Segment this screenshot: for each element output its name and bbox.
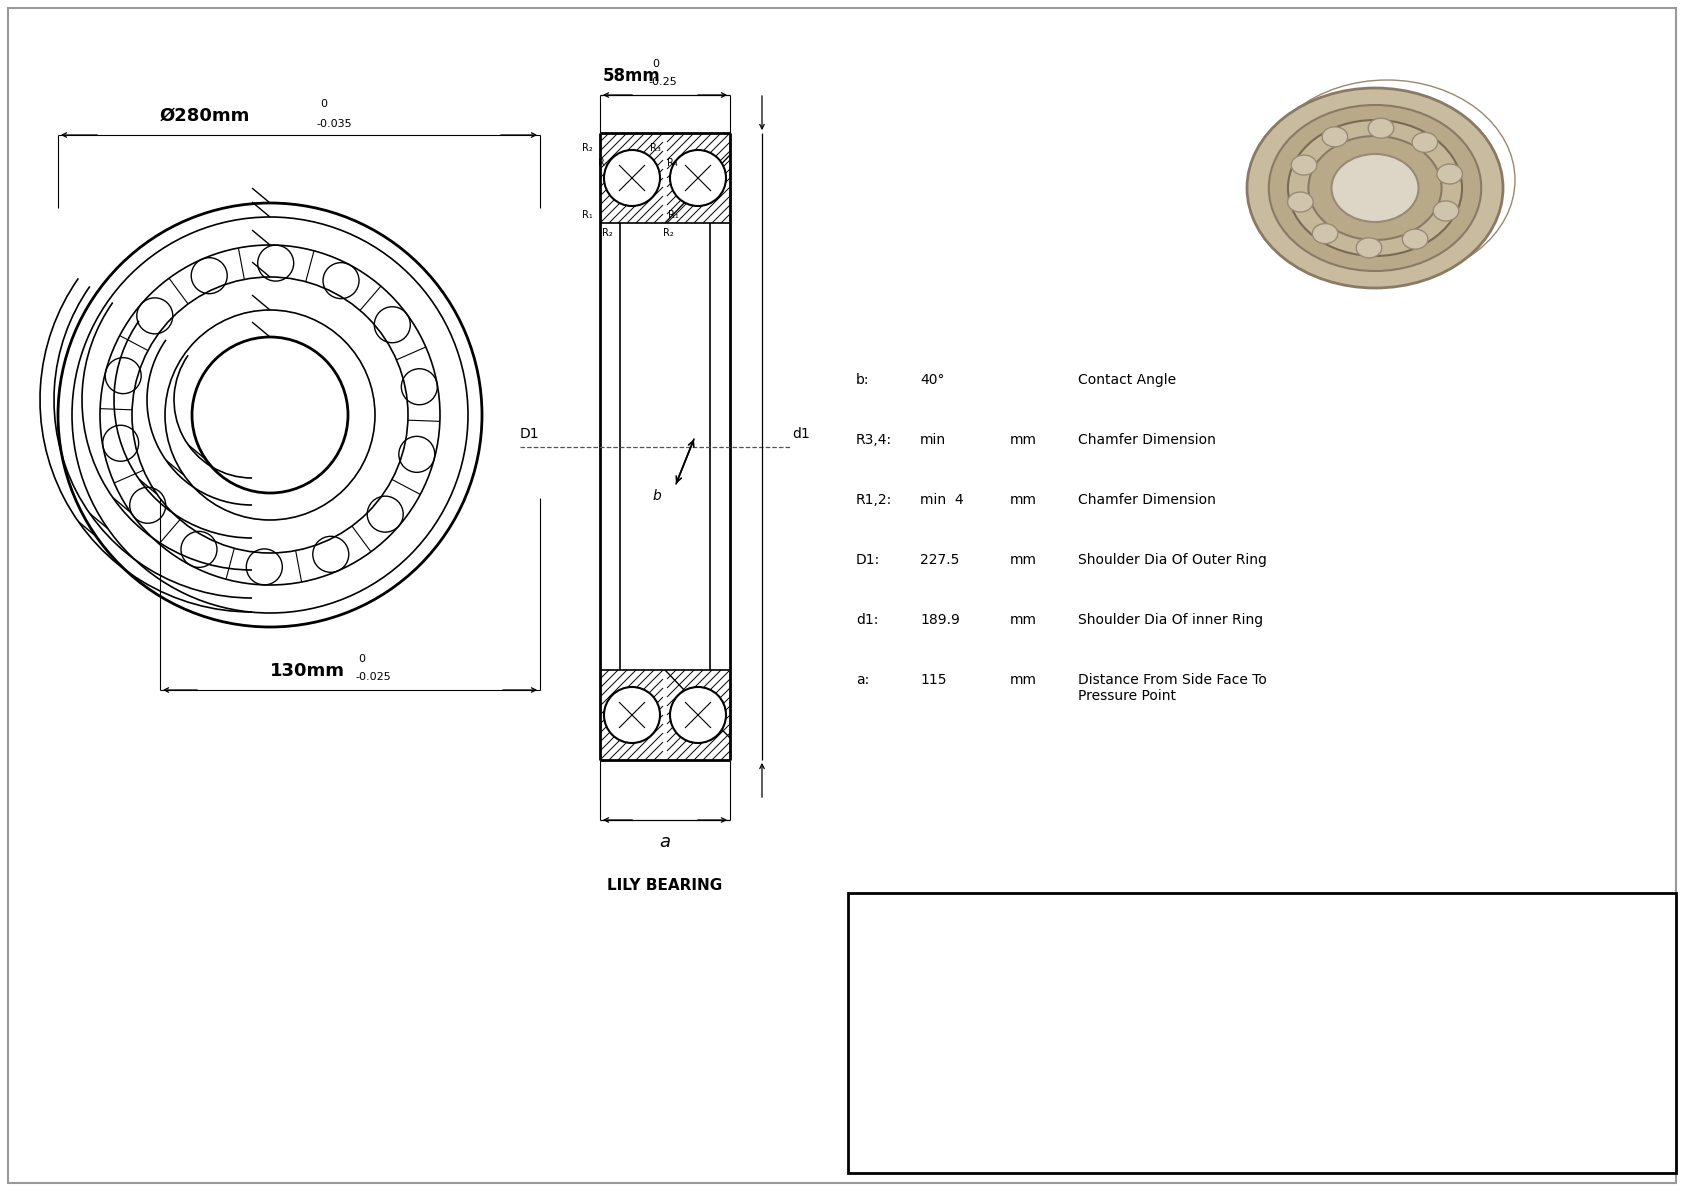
- Text: 130mm: 130mm: [269, 662, 345, 680]
- Text: R₁: R₁: [669, 210, 679, 220]
- Text: 0: 0: [359, 654, 365, 665]
- Ellipse shape: [1268, 105, 1482, 272]
- Text: R₄: R₄: [667, 158, 677, 168]
- Text: -0.25: -0.25: [648, 77, 677, 87]
- Text: R1,2:: R1,2:: [855, 493, 893, 507]
- Text: -0.025: -0.025: [355, 672, 391, 682]
- Ellipse shape: [1292, 155, 1317, 175]
- Text: 58mm: 58mm: [603, 67, 660, 85]
- Text: Ø280mm: Ø280mm: [160, 107, 251, 125]
- Ellipse shape: [1308, 136, 1442, 241]
- Text: a: a: [660, 833, 670, 852]
- Text: D1:: D1:: [855, 553, 881, 567]
- Circle shape: [670, 687, 726, 743]
- Text: 189.9: 189.9: [919, 613, 960, 626]
- Ellipse shape: [1246, 88, 1504, 288]
- Text: mm: mm: [1010, 493, 1037, 507]
- Text: SHANGHAI LILY BEARING LIMITED: SHANGHAI LILY BEARING LIMITED: [1179, 946, 1544, 964]
- Text: Chamfer Dimension: Chamfer Dimension: [1078, 493, 1216, 507]
- Text: R₂: R₂: [663, 227, 674, 238]
- Text: Shoulder Dia Of Outer Ring: Shoulder Dia Of Outer Ring: [1078, 553, 1266, 567]
- Text: CE7326ZR: CE7326ZR: [1307, 1071, 1418, 1090]
- Text: D1: D1: [520, 428, 539, 442]
- Text: Chamfer Dimension: Chamfer Dimension: [1078, 434, 1216, 447]
- Ellipse shape: [1332, 154, 1418, 222]
- Text: a:: a:: [855, 673, 869, 687]
- Text: b: b: [653, 490, 662, 504]
- Text: LILY: LILY: [893, 944, 1004, 992]
- Circle shape: [605, 687, 660, 743]
- Text: Email: lilybearing@lily-bearing.com: Email: lilybearing@lily-bearing.com: [1239, 992, 1485, 1006]
- Text: 227.5: 227.5: [919, 553, 960, 567]
- Ellipse shape: [1413, 132, 1438, 152]
- Text: 0: 0: [320, 99, 327, 110]
- Text: Number: Number: [918, 1109, 978, 1124]
- Text: R₁: R₁: [583, 210, 593, 220]
- Text: Distance From Side Face To: Distance From Side Face To: [1078, 673, 1266, 687]
- Circle shape: [670, 150, 726, 206]
- Text: -0.035: -0.035: [317, 119, 352, 129]
- Text: ®: ®: [1029, 924, 1044, 940]
- Text: LILY BEARING: LILY BEARING: [608, 878, 722, 892]
- Text: mm: mm: [1010, 673, 1037, 687]
- Ellipse shape: [1403, 229, 1428, 249]
- Text: R3,4:: R3,4:: [855, 434, 893, 447]
- Ellipse shape: [1312, 224, 1337, 244]
- Text: Ceramic Angular Contact Ball Bearings: Ceramic Angular Contact Ball Bearings: [1226, 1118, 1497, 1133]
- Text: mm: mm: [1010, 553, 1037, 567]
- Text: R₂: R₂: [601, 227, 613, 238]
- Ellipse shape: [1288, 192, 1314, 212]
- Text: R₃: R₃: [650, 143, 660, 152]
- Circle shape: [605, 150, 660, 206]
- Text: 40°: 40°: [919, 373, 945, 387]
- Text: 0: 0: [652, 60, 658, 69]
- Ellipse shape: [1356, 238, 1383, 257]
- Ellipse shape: [1433, 201, 1458, 222]
- Text: mm: mm: [1010, 613, 1037, 626]
- Text: b:: b:: [855, 373, 869, 387]
- Text: d1:: d1:: [855, 613, 879, 626]
- Ellipse shape: [1322, 127, 1347, 146]
- Text: d1: d1: [791, 428, 810, 442]
- Text: Shoulder Dia Of inner Ring: Shoulder Dia Of inner Ring: [1078, 613, 1263, 626]
- Text: 115: 115: [919, 673, 946, 687]
- Text: R₂: R₂: [583, 143, 593, 152]
- Ellipse shape: [1367, 118, 1394, 138]
- Text: min: min: [919, 434, 946, 447]
- Text: min  4: min 4: [919, 493, 963, 507]
- Bar: [849, 893, 1676, 1173]
- Text: R₁: R₁: [598, 158, 608, 168]
- Text: mm: mm: [1010, 434, 1037, 447]
- Ellipse shape: [1436, 164, 1462, 183]
- Ellipse shape: [1288, 120, 1462, 256]
- Text: Pressure Point: Pressure Point: [1078, 690, 1175, 703]
- Text: Part: Part: [933, 1074, 963, 1090]
- Text: Contact Angle: Contact Angle: [1078, 373, 1175, 387]
